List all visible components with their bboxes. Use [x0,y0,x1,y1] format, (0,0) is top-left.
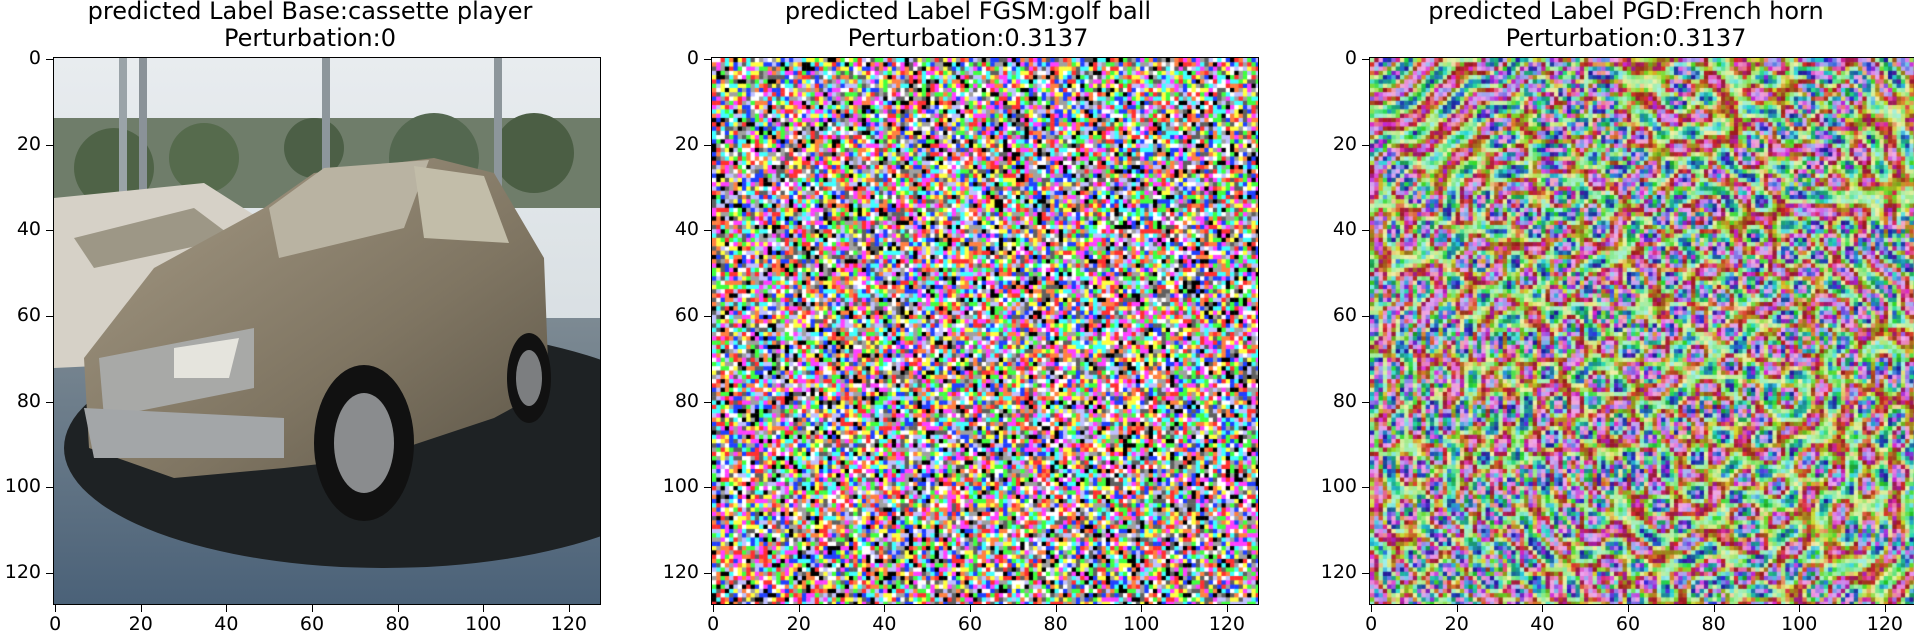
x-tick [798,605,800,612]
x-tick [1628,605,1630,612]
y-tick-label: 80 [16,389,41,412]
y-tick-label: 40 [674,218,699,241]
panel-subtitle: Perturbation:0.3137 [1505,24,1747,52]
x-tick-label: 120 [1866,613,1904,635]
x-tick-label: 80 [1701,613,1726,635]
y-tick-label: 20 [16,132,41,155]
x-tick [1884,605,1886,612]
y-tick-label: 120 [1320,560,1357,583]
panel-fgsm: predicted Label FGSM:golf ball Perturbat… [658,0,1278,640]
x-tick [1141,605,1143,612]
image-axes [53,57,601,605]
y-tick-label: 0 [686,47,699,70]
x-tick [483,605,485,612]
clean-car-image [54,58,600,604]
x-tick-label: 20 [786,613,811,635]
y-tick-label: 40 [16,218,41,241]
x-tick [55,605,57,612]
x-tick [884,605,886,612]
x-tick [1371,605,1373,612]
pgd-adversarial-image [1370,58,1914,604]
x-tick-label: 0 [49,613,62,635]
y-tick [704,487,711,489]
y-tick [1362,59,1369,61]
x-tick-label: 60 [299,613,325,635]
panel-subtitle: Perturbation:0 [223,24,396,52]
y-tick [704,316,711,318]
y-tick-label: 0 [28,47,41,70]
y-tick-label: 80 [1332,389,1357,412]
x-tick [226,605,228,612]
y-tick-label: 100 [662,475,699,498]
y-tick [46,230,53,232]
y-tick-label: 120 [4,560,41,583]
x-tick-label: 120 [1208,613,1246,635]
x-tick [1799,605,1801,612]
panel-base: predicted Label Base:cassette player Per… [0,0,620,640]
y-tick [1362,487,1369,489]
y-tick [704,401,711,403]
x-tick [970,605,972,612]
x-tick [312,605,314,612]
panel-title: predicted Label FGSM:golf ball [784,0,1152,25]
y-tick [704,230,711,232]
x-tick-label: 120 [550,613,588,635]
y-tick-label: 60 [1332,304,1357,327]
x-tick [140,605,142,612]
panel-title: predicted Label Base:cassette player [87,0,533,25]
y-tick [1362,144,1369,146]
y-tick [46,144,53,146]
x-tick [1713,605,1715,612]
x-tick [1456,605,1458,612]
y-tick [46,401,53,403]
y-tick-label: 20 [1332,132,1357,155]
x-tick-label: 100 [465,613,502,635]
x-tick-label: 40 [1530,613,1555,635]
y-tick-label: 80 [674,389,699,412]
y-tick [704,144,711,146]
x-tick [1055,605,1057,612]
y-tick [46,316,53,318]
x-tick-label: 60 [957,613,983,635]
y-tick-label: 100 [1320,475,1357,498]
y-tick-label: 20 [674,132,699,155]
x-tick-label: 100 [1781,613,1818,635]
y-tick [1362,316,1369,318]
x-tick [713,605,715,612]
y-tick-label: 100 [4,475,41,498]
x-tick-label: 40 [214,613,239,635]
x-tick-label: 20 [1444,613,1469,635]
image-axes [1369,57,1914,605]
y-tick [704,572,711,574]
y-tick [46,487,53,489]
x-tick-label: 0 [1365,613,1378,635]
image-axes [711,57,1259,605]
x-tick-label: 60 [1615,613,1641,635]
y-tick-label: 60 [674,304,699,327]
x-tick-label: 0 [707,613,720,635]
panel-pgd: predicted Label PGD:French horn Perturba… [1316,0,1914,640]
panel-title: predicted Label PGD:French horn [1428,0,1824,25]
x-tick [1542,605,1544,612]
x-tick [397,605,399,612]
y-tick [704,59,711,61]
y-tick [1362,401,1369,403]
y-tick [1362,230,1369,232]
y-tick [1362,572,1369,574]
fgsm-adversarial-image [712,58,1258,604]
y-tick [46,59,53,61]
y-tick [46,572,53,574]
x-tick-label: 20 [128,613,153,635]
x-tick-label: 80 [1043,613,1068,635]
y-tick-label: 0 [1344,47,1357,70]
panel-subtitle: Perturbation:0.3137 [847,24,1089,52]
x-tick-label: 80 [385,613,410,635]
y-tick-label: 60 [16,304,41,327]
x-tick-label: 100 [1123,613,1160,635]
x-tick [568,605,570,612]
y-tick-label: 40 [1332,218,1357,241]
x-tick-label: 40 [872,613,897,635]
x-tick [1226,605,1228,612]
y-tick-label: 120 [662,560,699,583]
